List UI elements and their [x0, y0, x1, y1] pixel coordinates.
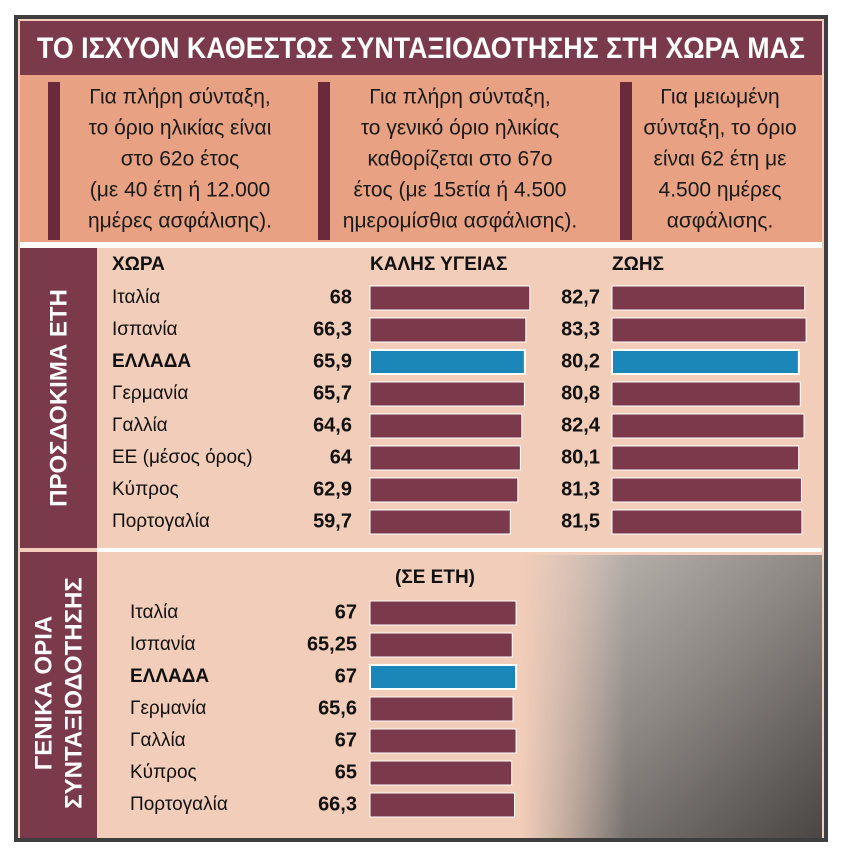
value-label: 83,3 [561, 318, 600, 340]
category-label: ΕΛΛΑΔΑ [130, 666, 209, 687]
bar [369, 445, 521, 471]
category-label: Γαλλία [130, 730, 186, 751]
value-label: 68 [330, 286, 352, 308]
note-line: το όριο ηλικίας είναι [89, 117, 272, 140]
note-line: καθορίζεται στο 67ο [367, 148, 552, 171]
bar [369, 381, 525, 407]
side-label: ΓΕΝΙΚΑ ΟΡΙΑ [30, 616, 57, 770]
bar [369, 632, 513, 658]
value-label: 62,9 [313, 478, 352, 500]
bar [369, 664, 518, 690]
bar [611, 445, 800, 471]
note-line: Για πλήρη σύνταξη, [89, 86, 270, 109]
value-label: 64 [330, 446, 353, 468]
bar [611, 317, 807, 343]
note-accent [48, 82, 60, 240]
value-label: 59,7 [313, 510, 352, 532]
side-strip [20, 248, 97, 838]
category-label: ΕΛΛΑΔΑ [112, 351, 191, 372]
note-line: ημέρες ασφάλισης). [88, 210, 272, 233]
value-label: 64,6 [313, 414, 352, 436]
bar [611, 413, 805, 439]
bar [611, 285, 806, 311]
category-label: Κύπρος [112, 479, 179, 500]
note-line: ασφάλισης. [667, 210, 774, 233]
category-label: Πορτογαλία [112, 511, 210, 532]
value-label: 67 [335, 729, 357, 751]
value-label: 65,9 [313, 350, 352, 372]
side-label: ΣΥΝΤΑΞΙΟΔΟΤΗΣΗΣ [60, 577, 87, 809]
bar [369, 696, 514, 722]
bar [369, 728, 517, 754]
bar [369, 317, 527, 343]
title: ΤΟ ΙΣΧΥΟΝ ΚΑΘΕΣΤΩΣ ΣΥΝΤΑΞΙΟΔΟΤΗΣΗΣ ΣΤΗ Χ… [37, 32, 805, 65]
bar [369, 285, 531, 311]
bar [369, 509, 511, 535]
value-label: 66,3 [318, 793, 357, 815]
value-label: 80,1 [561, 446, 600, 468]
note-line: 4.500 ημέρες [659, 179, 782, 202]
note-line: το γενικό όριο ηλικίας [361, 117, 559, 140]
note-accent [620, 82, 632, 240]
bar [369, 477, 519, 503]
category-label: Ισπανία [112, 319, 178, 340]
category-label: Γαλλία [112, 415, 168, 436]
photo-fade [520, 555, 822, 838]
bar [611, 509, 803, 535]
bar [369, 792, 516, 818]
bar [611, 349, 800, 375]
note-line: ημερομίσθια ασφάλισης). [343, 210, 577, 233]
value-label: 82,4 [561, 414, 601, 436]
column-header: ΧΩΡΑ [112, 254, 165, 275]
note-line: έτος (με 15ετία ή 4.500 [353, 179, 566, 202]
value-label: 82,7 [561, 286, 600, 308]
category-label: ΕΕ (μέσος όρος) [112, 447, 253, 468]
value-label: 65,25 [307, 633, 357, 655]
bar [369, 413, 523, 439]
notes-panel [20, 75, 822, 242]
value-label: 80,2 [561, 350, 600, 372]
note-line: σύνταξη, το όριο [643, 117, 796, 140]
bar [369, 600, 517, 626]
note-line: είναι 62 έτη με [654, 148, 787, 171]
bar [611, 477, 802, 503]
note-line: (με 40 έτη ή 12.000 [90, 179, 270, 202]
value-label: 66,3 [313, 318, 352, 340]
value-label: 81,3 [561, 478, 600, 500]
value-label: 65 [335, 761, 357, 783]
category-label: Ισπανία [130, 634, 196, 655]
bar [611, 381, 801, 407]
category-label: Ιταλία [112, 287, 160, 308]
bar [369, 349, 526, 375]
separator [20, 242, 822, 248]
chart-subtitle: (ΣΕ ΕΤΗ) [395, 567, 475, 588]
note-line: Για πλήρη σύνταξη, [369, 86, 550, 109]
note-line: στο 62ο έτος [121, 148, 240, 171]
note-accent [318, 82, 330, 240]
value-label: 65,7 [313, 382, 352, 404]
column-header: ΚΑΛΗΣ ΥΓΕΙΑΣ [370, 254, 507, 275]
value-label: 80,8 [561, 382, 600, 404]
value-label: 67 [335, 601, 357, 623]
category-label: Πορτογαλία [130, 794, 228, 815]
side-label: ΠΡΟΣΔΟΚΙΜΑ ΕΤΗ [45, 289, 72, 507]
category-label: Γερμανία [112, 383, 188, 404]
category-label: Ιταλία [130, 602, 178, 623]
note-line: Για μειωμένη [660, 86, 779, 109]
value-label: 81,5 [561, 510, 600, 532]
category-label: Κύπρος [130, 762, 197, 783]
value-label: 65,6 [318, 697, 357, 719]
column-header: ΖΩΗΣ [612, 254, 664, 275]
category-label: Γερμανία [130, 698, 206, 719]
value-label: 67 [335, 665, 357, 687]
bar [369, 760, 513, 786]
title-bar [20, 21, 822, 75]
